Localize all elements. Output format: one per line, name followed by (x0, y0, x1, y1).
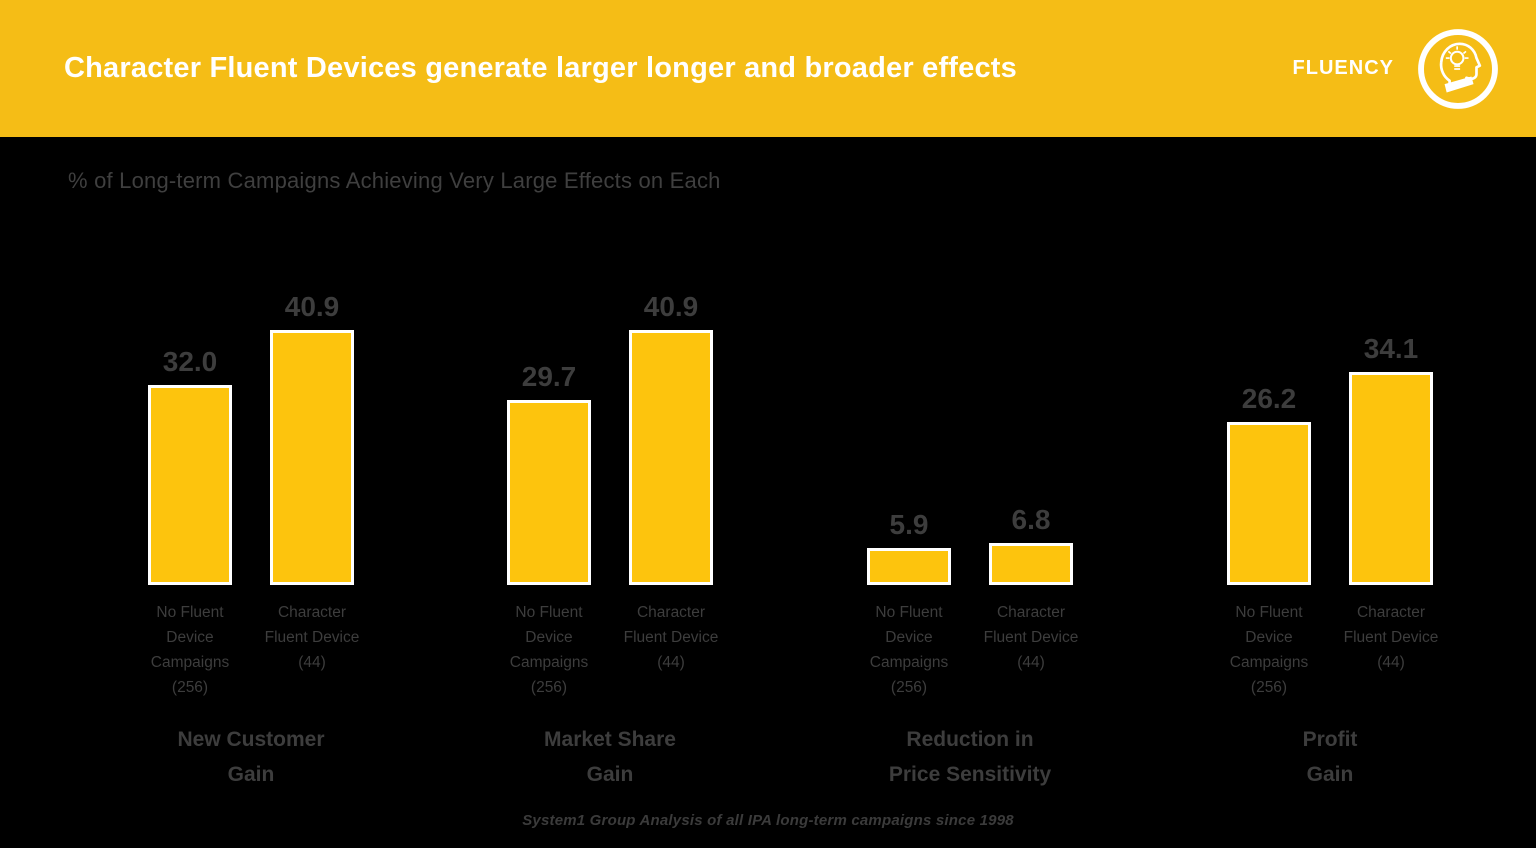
bar-cell: 5.9 (850, 509, 968, 585)
bar-group: 5.9 6.8 No Fluent Device Campaigns (256) Ch… (850, 285, 1090, 792)
bar (629, 330, 713, 585)
bar-group: 32.0 40.9 No Fluent Device Campaigns (256)… (131, 285, 371, 792)
labels-row: No Fluent Device Campaigns (256) Characte… (1210, 600, 1450, 700)
bar-group: 26.2 34.1 No Fluent Device Campaigns (256)… (1210, 285, 1450, 792)
labels-row: No Fluent Device Campaigns (256) Characte… (850, 600, 1090, 700)
bar-value-label: 6.8 (1011, 504, 1051, 535)
labels-row: No Fluent Device Campaigns (256) Characte… (131, 600, 371, 700)
bar-cell: 40.9 (253, 291, 371, 585)
bar (148, 385, 232, 585)
bar-value-label: 40.9 (643, 291, 699, 322)
source-note: System1 Group Analysis of all IPA long-t… (522, 812, 1014, 829)
labels-row: No Fluent Device Campaigns (256) Characte… (490, 600, 730, 700)
bar-category-label: Character Fluent Device (44) (623, 604, 719, 671)
slide-title: Character Fluent Devices generate larger… (64, 52, 1017, 84)
bar-group: 29.7 40.9 No Fluent Device Campaigns (256)… (490, 285, 730, 792)
bar (989, 543, 1073, 585)
bar (507, 400, 591, 585)
header-bar: Character Fluent Devices generate larger… (0, 0, 1536, 137)
bar-cell: 40.9 (612, 291, 730, 585)
group-title: Profit Gain (1302, 728, 1358, 786)
group-title: Market Share Gain (544, 728, 676, 786)
bar-value-label: 34.1 (1363, 333, 1419, 364)
brand-name: FLUENCY (1292, 57, 1394, 79)
bar-category-label: No Fluent Device Campaigns (256) (509, 604, 589, 696)
bar-category-label: Character Fluent Device (44) (983, 604, 1079, 671)
bar-category-label: Character Fluent Device (44) (1343, 604, 1439, 671)
group-title: Reduction in Price Sensitivity (888, 728, 1052, 786)
bar-category-label: Character Fluent Device (44) (264, 604, 360, 671)
bars-row: 5.9 6.8 (850, 285, 1090, 585)
bar-value-label: 29.7 (521, 361, 577, 392)
bar-chart: 32.0 40.9 No Fluent Device Campaigns (256)… (0, 285, 1536, 845)
bar-value-label: 40.9 (284, 291, 340, 322)
bars-row: 29.7 40.9 (490, 285, 730, 585)
head-with-lightbulb-icon (1418, 28, 1498, 109)
chart-subtitle: % of Long-term Campaigns Achieving Very … (68, 168, 721, 193)
group-title: New Customer Gain (177, 728, 325, 786)
brand: FLUENCY (1293, 27, 1500, 111)
bar (1227, 422, 1311, 585)
bar-value-label: 5.9 (889, 509, 929, 540)
bar-cell: 26.2 (1210, 383, 1328, 585)
bar-cell: 29.7 (490, 361, 608, 585)
bar-category-label: No Fluent Device Campaigns (256) (1229, 604, 1309, 696)
bar-value-label: 26.2 (1241, 383, 1297, 414)
bar-value-label: 32.0 (162, 346, 218, 377)
bar-category-label: No Fluent Device Campaigns (256) (150, 604, 230, 696)
bar-category-label: No Fluent Device Campaigns (256) (869, 604, 949, 696)
bars-row: 32.0 40.9 (131, 285, 371, 585)
bar-cell: 6.8 (972, 504, 1090, 585)
bar (1349, 372, 1433, 585)
bar-cell: 34.1 (1332, 333, 1450, 585)
bars-row: 26.2 34.1 (1210, 285, 1450, 585)
bar (270, 330, 354, 585)
bar (867, 548, 951, 585)
bar-cell: 32.0 (131, 346, 249, 585)
